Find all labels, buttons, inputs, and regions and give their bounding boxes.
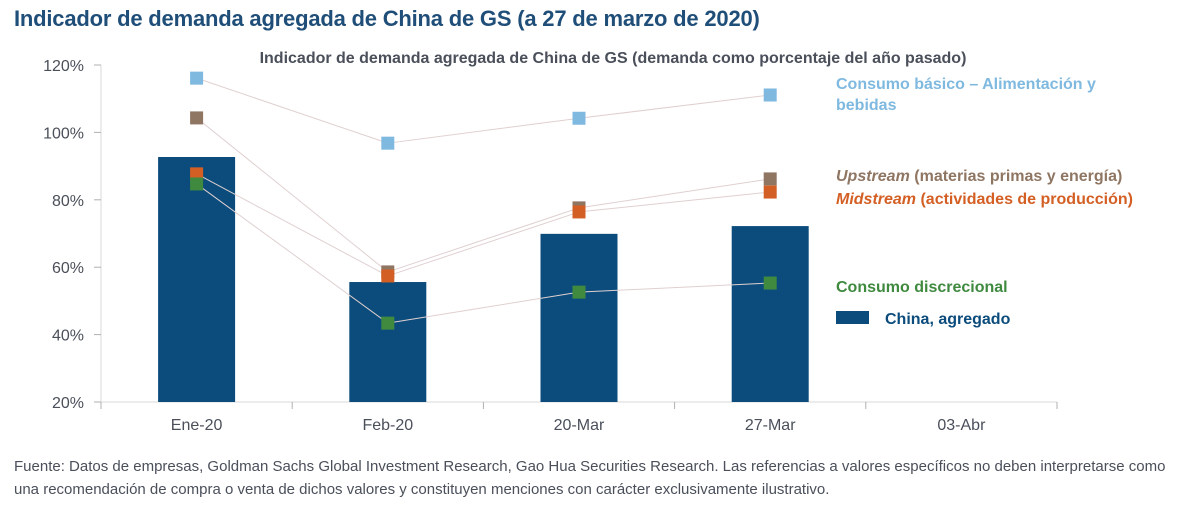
- legend-italic-part: Upstream: [836, 168, 910, 185]
- legend-text-part: (materias primas y energía): [910, 168, 1123, 185]
- marker-series-2: [572, 205, 586, 219]
- connector-line: [387, 117, 580, 144]
- legend-text-part: (actividades de producción): [916, 191, 1133, 208]
- connector-line: [196, 183, 389, 324]
- legend-text-part: Consumo discrecional: [836, 279, 1008, 296]
- marker-series-0: [763, 88, 777, 102]
- connector-line: [196, 117, 389, 273]
- source-footnote: Fuente: Datos de empresas, Goldman Sachs…: [14, 458, 1166, 498]
- legend-entry-2: Midstream (actividades de producción): [836, 191, 1133, 208]
- x-tick-label: Ene-20: [171, 417, 223, 434]
- connector-line: [387, 291, 580, 324]
- marker-series-0: [381, 136, 395, 150]
- x-tick-label: Feb-20: [362, 417, 413, 434]
- x-tick-label: 20-Mar: [554, 417, 605, 434]
- marker-series-2: [381, 269, 395, 283]
- marker-series-3: [381, 316, 395, 330]
- bar-china-agregado: [731, 226, 809, 402]
- marker-series-1: [763, 172, 777, 186]
- connector-line: [387, 207, 580, 273]
- marker-series-0: [572, 111, 586, 125]
- marker-series-1: [190, 111, 204, 125]
- bar-china-agregado: [349, 282, 427, 402]
- y-tick-label: 20%: [52, 395, 84, 412]
- legend-italic-part: Midstream: [836, 191, 916, 208]
- marker-series-2: [190, 167, 204, 181]
- connector-line: [578, 282, 771, 293]
- legend-entry-china-agregado: China, agregado: [885, 311, 1011, 328]
- legend-text-part: Consumo básico – Alimentación y: [836, 76, 1096, 93]
- y-tick-label: 60%: [52, 260, 84, 277]
- marker-series-0: [190, 71, 204, 85]
- y-tick-label: 80%: [52, 193, 84, 210]
- markers: [190, 71, 777, 330]
- legend-swatch-china-agregado: [836, 311, 869, 324]
- page-title: Indicador de demanda agregada de China d…: [14, 6, 760, 31]
- marker-series-3: [763, 276, 777, 290]
- connector-line: [578, 94, 771, 119]
- bar-china-agregado: [158, 157, 236, 402]
- marker-series-3: [190, 177, 204, 191]
- legend-entry-1: Upstream (materias primas y energía): [836, 168, 1122, 185]
- connector-line: [578, 178, 771, 209]
- connector-line: [196, 173, 389, 277]
- legend-entry-0: Consumo básico – Alimentación y: [836, 76, 1096, 93]
- y-tick-label: 120%: [43, 58, 84, 75]
- x-tick-label: 03-Abr: [937, 417, 986, 434]
- bar-china-agregado: [540, 233, 618, 402]
- y-tick-label: 100%: [43, 125, 84, 142]
- marker-series-2: [763, 185, 777, 199]
- marker-series-3: [572, 285, 586, 299]
- chart-title: Indicador de demanda agregada de China d…: [260, 50, 967, 67]
- connector-lines: [196, 77, 771, 324]
- connector-line: [196, 77, 388, 144]
- connector-line: [387, 211, 580, 277]
- bars: [158, 157, 809, 402]
- x-tick-label: 27-Mar: [745, 417, 796, 434]
- chart: Indicador de demanda agregada de China d…: [43, 50, 1133, 434]
- legend-entry-3: Consumo discrecional: [836, 279, 1008, 296]
- y-tick-label: 40%: [52, 328, 84, 345]
- legend: Consumo básico – Alimentación y bebidas Up…: [836, 76, 1133, 328]
- connector-line: [578, 191, 771, 213]
- legend-entry-0-line2: bebidas: [836, 97, 897, 114]
